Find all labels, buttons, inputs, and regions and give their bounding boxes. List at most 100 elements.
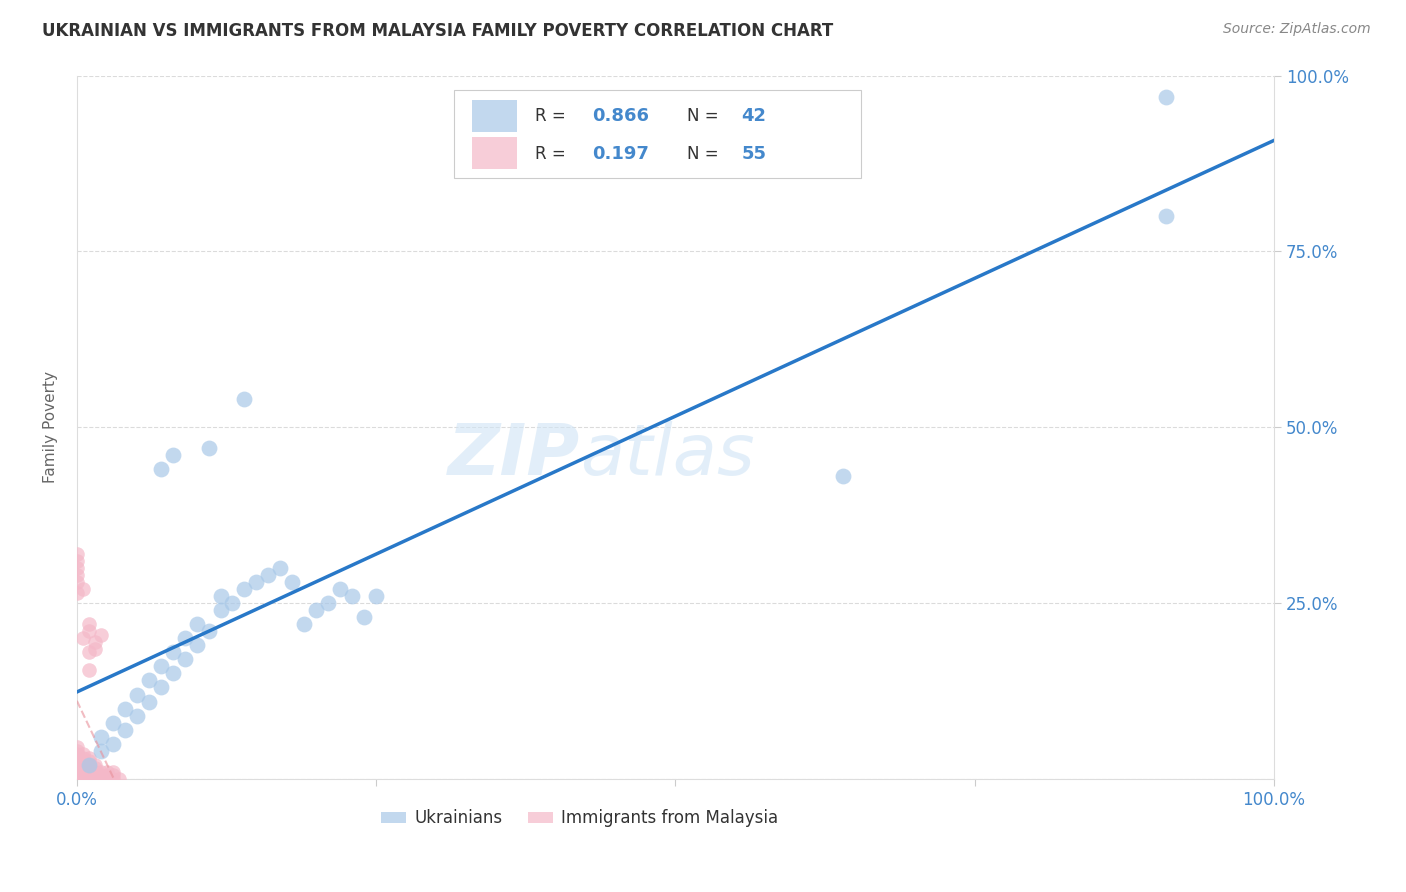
Text: 0.197: 0.197 bbox=[592, 145, 648, 162]
Point bbox=[162, 645, 184, 659]
Point bbox=[149, 681, 172, 695]
Bar bbox=[472, 100, 517, 132]
Text: R =: R = bbox=[536, 145, 567, 162]
Point bbox=[96, 768, 118, 782]
Point bbox=[66, 755, 89, 769]
Point bbox=[72, 632, 94, 646]
Point bbox=[257, 568, 280, 582]
Point bbox=[72, 751, 94, 765]
Point bbox=[66, 757, 89, 772]
Text: atlas: atlas bbox=[579, 421, 754, 490]
Point bbox=[173, 632, 195, 646]
Point bbox=[83, 757, 105, 772]
Point bbox=[83, 761, 105, 775]
Point bbox=[149, 462, 172, 476]
Point bbox=[77, 663, 100, 677]
Point bbox=[72, 761, 94, 775]
Point bbox=[83, 764, 105, 779]
Point bbox=[233, 582, 256, 596]
Point bbox=[72, 747, 94, 762]
Point bbox=[114, 723, 136, 737]
Point bbox=[66, 761, 89, 775]
Point bbox=[125, 708, 148, 723]
Bar bbox=[472, 137, 517, 169]
Point bbox=[72, 764, 94, 779]
Point bbox=[342, 589, 364, 603]
Point bbox=[292, 617, 315, 632]
Point bbox=[77, 624, 100, 639]
Point bbox=[72, 768, 94, 782]
Point bbox=[83, 772, 105, 786]
Point bbox=[90, 772, 112, 786]
FancyBboxPatch shape bbox=[454, 89, 860, 178]
Point bbox=[832, 469, 855, 483]
Point bbox=[77, 755, 100, 769]
Point bbox=[83, 641, 105, 656]
Point bbox=[149, 659, 172, 673]
Text: ZIP: ZIP bbox=[447, 421, 579, 490]
Point bbox=[72, 755, 94, 769]
Point bbox=[66, 740, 89, 755]
Point bbox=[72, 772, 94, 786]
Point bbox=[269, 561, 291, 575]
Point bbox=[353, 610, 375, 624]
Point bbox=[66, 764, 89, 779]
Point bbox=[138, 694, 160, 708]
Text: Source: ZipAtlas.com: Source: ZipAtlas.com bbox=[1223, 22, 1371, 37]
Point bbox=[90, 730, 112, 744]
Point bbox=[96, 772, 118, 786]
Point bbox=[90, 764, 112, 779]
Point bbox=[1154, 209, 1177, 223]
Point bbox=[77, 764, 100, 779]
Point bbox=[66, 561, 89, 575]
Point bbox=[114, 701, 136, 715]
Text: N =: N = bbox=[688, 145, 718, 162]
Point bbox=[1154, 89, 1177, 103]
Point bbox=[72, 757, 94, 772]
Text: 55: 55 bbox=[741, 145, 766, 162]
Point bbox=[101, 737, 124, 751]
Point bbox=[125, 688, 148, 702]
Point bbox=[66, 554, 89, 568]
Point bbox=[83, 634, 105, 648]
Point bbox=[77, 757, 100, 772]
Point bbox=[245, 574, 267, 589]
Point bbox=[366, 589, 388, 603]
Point bbox=[83, 768, 105, 782]
Point bbox=[186, 617, 208, 632]
Point bbox=[90, 768, 112, 782]
Text: N =: N = bbox=[688, 107, 718, 125]
Point bbox=[66, 574, 89, 589]
Point bbox=[209, 603, 232, 617]
Text: 42: 42 bbox=[741, 107, 766, 125]
Point bbox=[66, 547, 89, 561]
Point bbox=[233, 392, 256, 406]
Point bbox=[66, 568, 89, 582]
Point bbox=[90, 628, 112, 642]
Text: UKRAINIAN VS IMMIGRANTS FROM MALAYSIA FAMILY POVERTY CORRELATION CHART: UKRAINIAN VS IMMIGRANTS FROM MALAYSIA FA… bbox=[42, 22, 834, 40]
Point bbox=[96, 764, 118, 779]
Point bbox=[101, 764, 124, 779]
Point bbox=[186, 638, 208, 652]
Point bbox=[209, 589, 232, 603]
Point bbox=[101, 768, 124, 782]
Point bbox=[66, 744, 89, 758]
Point bbox=[77, 772, 100, 786]
Point bbox=[197, 442, 219, 456]
Point bbox=[72, 582, 94, 596]
Legend: Ukrainians, Immigrants from Malaysia: Ukrainians, Immigrants from Malaysia bbox=[374, 803, 785, 834]
Point bbox=[66, 751, 89, 765]
Point bbox=[138, 673, 160, 688]
Point bbox=[101, 772, 124, 786]
Point bbox=[221, 596, 243, 610]
Point bbox=[305, 603, 328, 617]
Point bbox=[107, 772, 129, 786]
Point bbox=[162, 666, 184, 681]
Point bbox=[77, 761, 100, 775]
Point bbox=[329, 582, 352, 596]
Point bbox=[66, 747, 89, 762]
Point bbox=[90, 744, 112, 758]
Point bbox=[281, 574, 304, 589]
Point bbox=[197, 624, 219, 639]
Point bbox=[66, 772, 89, 786]
